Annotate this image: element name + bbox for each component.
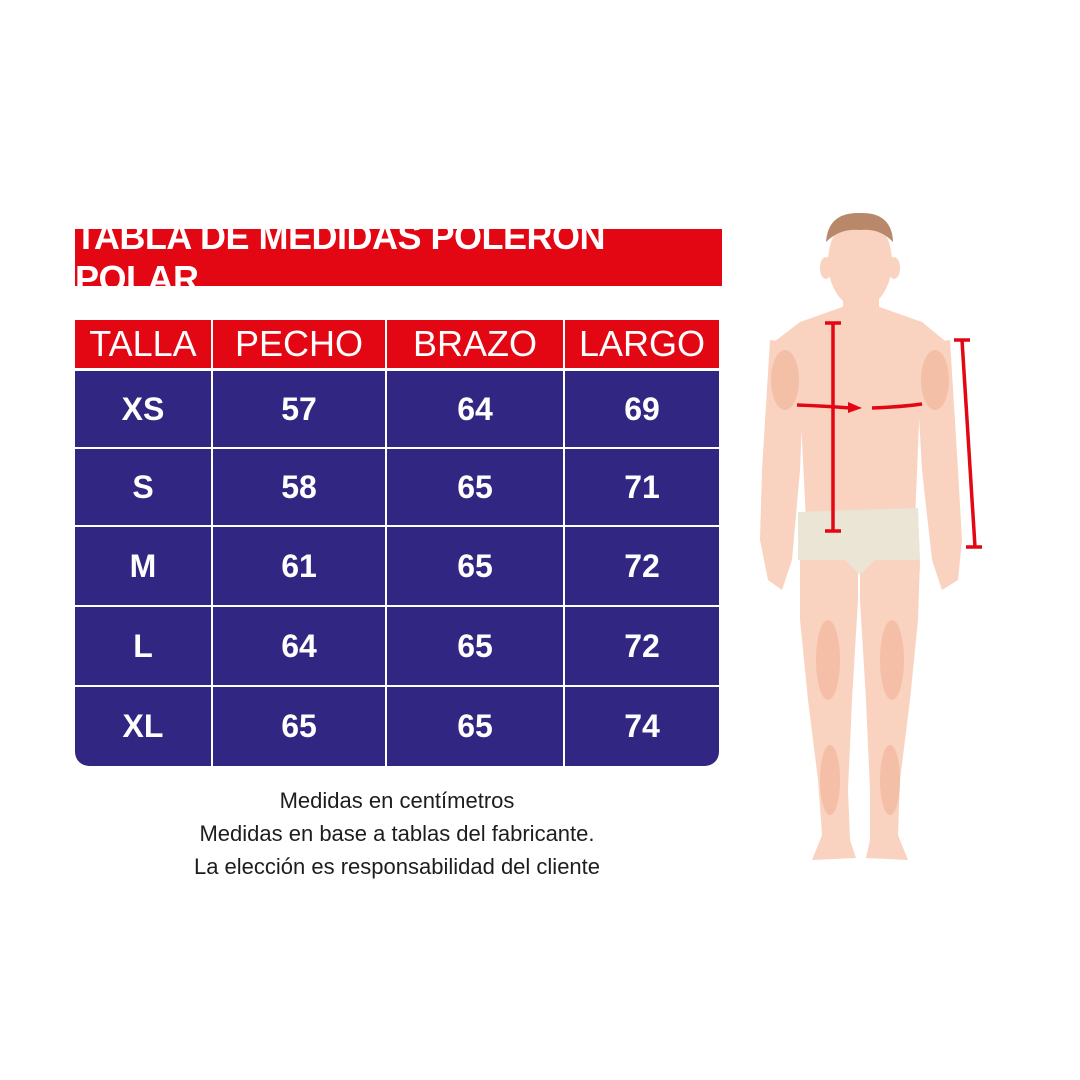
table-header-row: TALLA PECHO BRAZO LARGO [75,320,719,371]
cell-brazo: 65 [387,687,563,766]
size-table: TALLA PECHO BRAZO LARGO XS 57 64 69 S 58… [73,320,721,766]
hair [826,212,893,242]
table-row: L 64 65 72 [75,607,719,687]
table-row: S 58 65 71 [75,449,719,527]
note-disclaimer: La elección es responsabilidad del clien… [193,854,601,879]
cell-pecho: 57 [213,371,385,449]
cell-brazo: 65 [387,449,563,527]
cell-pecho: 64 [213,607,385,687]
table-row: M 61 65 72 [75,527,719,607]
cell-largo: 74 [565,687,719,766]
header-pecho: PECHO [213,320,385,371]
note-source: Medidas en base a tablas del fabricante. [199,821,595,846]
cell-pecho: 61 [213,527,385,607]
cell-brazo: 65 [387,527,563,607]
cell-size: XL [75,687,211,766]
cell-size: M [75,527,211,607]
cell-size: S [75,449,211,527]
cell-largo: 72 [565,607,719,687]
cell-largo: 72 [565,527,719,607]
underwear [798,508,920,575]
cell-size: XS [75,371,211,449]
header-talla: TALLA [75,320,211,371]
note-units: Medidas en centímetros [279,788,515,813]
table-row: XS 57 64 69 [75,371,719,449]
arrow-icon [848,402,862,413]
cell-brazo: 64 [387,371,563,449]
header-brazo: BRAZO [387,320,563,371]
cell-brazo: 65 [387,607,563,687]
cell-pecho: 65 [213,687,385,766]
table-row: XL 65 65 74 [75,687,719,766]
header-largo: LARGO [565,320,719,371]
cell-largo: 71 [565,449,719,527]
cell-largo: 69 [565,371,719,449]
cell-pecho: 58 [213,449,385,527]
cell-size: L [75,607,211,687]
notes: Medidas en centímetros Medidas en base a… [100,784,694,883]
measure-lines [796,321,982,549]
